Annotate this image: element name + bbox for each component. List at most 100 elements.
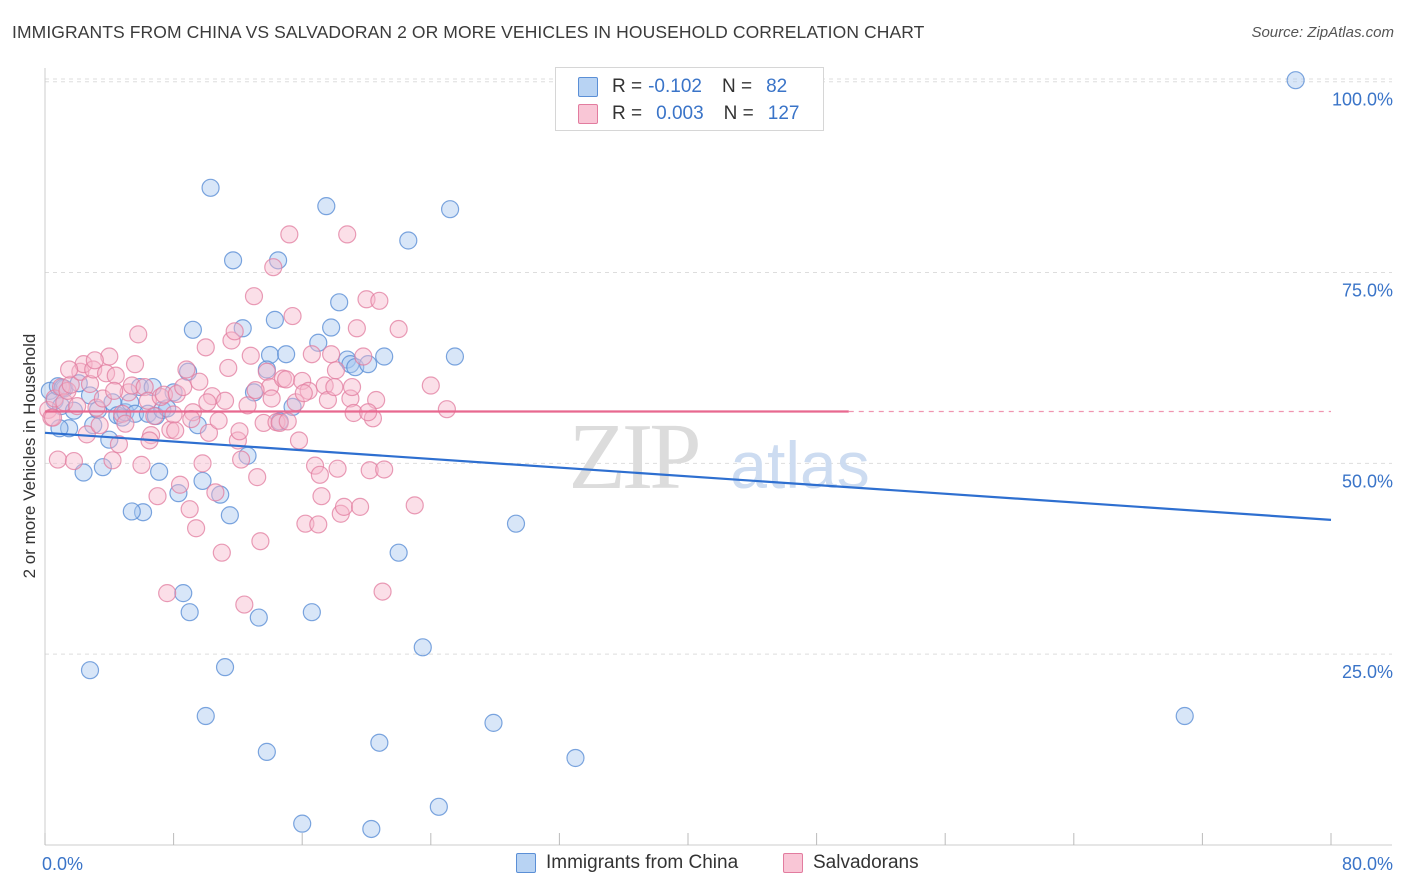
point-salvadoran — [61, 375, 80, 394]
point-salvadoran — [125, 355, 145, 374]
point-salvadoran — [167, 384, 186, 404]
point-china — [277, 345, 296, 364]
point-china — [445, 347, 465, 366]
point-china — [223, 251, 243, 270]
point-salvadoran — [199, 423, 219, 442]
x-tick-label: 0.0% — [42, 854, 83, 874]
point-salvadoran — [344, 403, 363, 423]
point-salvadoran — [100, 347, 119, 366]
point-salvadoran — [277, 370, 296, 389]
point-salvadoran — [251, 532, 270, 551]
point-china — [440, 200, 460, 219]
point-china — [413, 638, 432, 657]
x-tick-label: 80.0% — [1342, 854, 1393, 874]
point-china — [429, 797, 448, 816]
bottom-legend-swatch-salvadoran — [783, 853, 803, 873]
point-china — [362, 819, 381, 839]
bottom-legend-label-salvadoran: Salvadorans — [813, 852, 919, 873]
point-salvadoran — [190, 372, 209, 391]
legend-swatch-salvadoran — [578, 104, 598, 124]
point-salvadoran — [389, 319, 408, 339]
y-axis-title: 2 or more Vehicles in Household — [20, 333, 39, 579]
tick-labels: 25.0% 50.0% 75.0% 100.0% 0.0% 80.0% — [42, 90, 1393, 874]
point-china — [201, 178, 220, 197]
legend-r-label: R = — [612, 76, 643, 97]
point-salvadoran — [132, 455, 151, 474]
point-salvadoran — [158, 584, 177, 603]
point-salvadoran — [187, 519, 206, 538]
point-china — [249, 608, 268, 627]
point-salvadoran — [280, 225, 299, 244]
point-china — [1286, 71, 1305, 90]
legend-n-value: 82 — [766, 76, 788, 97]
trend-lines — [44, 410, 1332, 521]
point-salvadoran — [360, 461, 379, 480]
point-salvadoran — [354, 347, 373, 366]
series-salvadoran-points — [39, 225, 456, 614]
point-salvadoran — [230, 422, 249, 441]
point-china — [484, 713, 503, 732]
point-salvadoran — [246, 380, 265, 400]
point-salvadoran — [262, 389, 281, 408]
point-salvadoran — [85, 351, 104, 370]
point-salvadoran — [212, 543, 231, 562]
point-salvadoran — [328, 459, 347, 478]
point-china — [375, 347, 394, 366]
point-salvadoran — [80, 374, 100, 394]
point-salvadoran — [248, 468, 267, 487]
point-salvadoran — [309, 515, 328, 534]
point-salvadoran — [370, 291, 389, 310]
y-tick-label: 50.0% — [1342, 471, 1393, 491]
axes — [44, 68, 1392, 846]
point-salvadoran — [161, 420, 180, 439]
point-salvadoran — [43, 408, 63, 427]
point-china — [1175, 706, 1194, 726]
point-salvadoran — [347, 319, 366, 338]
point-salvadoran — [180, 500, 199, 519]
point-china — [566, 748, 585, 768]
point-china — [174, 584, 193, 603]
bottom-legend-swatch-china — [516, 853, 536, 873]
gridlines — [45, 78, 1392, 655]
point-salvadoran — [177, 360, 196, 379]
point-salvadoran — [302, 345, 321, 364]
legend-swatch-china — [578, 77, 598, 97]
point-salvadoran — [283, 306, 302, 326]
point-salvadoran — [326, 361, 346, 380]
point-salvadoran — [238, 396, 257, 415]
point-salvadoran — [296, 514, 315, 533]
point-salvadoran — [109, 435, 129, 454]
bottom-legend-salvadoran: Salvadorans — [783, 852, 919, 874]
point-salvadoran — [103, 451, 122, 470]
point-salvadoran — [105, 381, 124, 400]
point-salvadoran — [148, 487, 167, 506]
series-china-points — [40, 71, 1305, 839]
point-china — [211, 485, 230, 504]
point-salvadoran — [166, 421, 185, 440]
point-salvadoran — [373, 582, 392, 601]
legend-row-salvadoran: R = 0.003 N = 127 — [578, 102, 799, 126]
point-salvadoran — [235, 595, 254, 614]
point-salvadoran — [405, 496, 424, 515]
point-salvadoran — [174, 377, 193, 397]
point-china — [265, 310, 284, 329]
point-salvadoran — [182, 409, 201, 429]
point-salvadoran — [363, 409, 383, 428]
point-china — [302, 603, 321, 622]
point-salvadoran — [264, 258, 283, 277]
point-salvadoran — [116, 414, 135, 433]
trend-line-china — [44, 431, 1332, 521]
point-salvadoran — [60, 360, 79, 379]
point-china — [125, 404, 145, 423]
point-china — [322, 318, 341, 337]
point-salvadoran — [135, 377, 154, 397]
point-salvadoran — [299, 381, 318, 400]
chart-title: IMMIGRANTS FROM CHINA VS SALVADORAN 2 OR… — [12, 22, 925, 42]
point-salvadoran — [232, 450, 251, 469]
point-china — [506, 514, 526, 533]
point-salvadoran — [342, 377, 362, 397]
point-salvadoran — [129, 325, 148, 344]
point-china — [220, 506, 239, 525]
point-salvadoran — [48, 450, 67, 469]
